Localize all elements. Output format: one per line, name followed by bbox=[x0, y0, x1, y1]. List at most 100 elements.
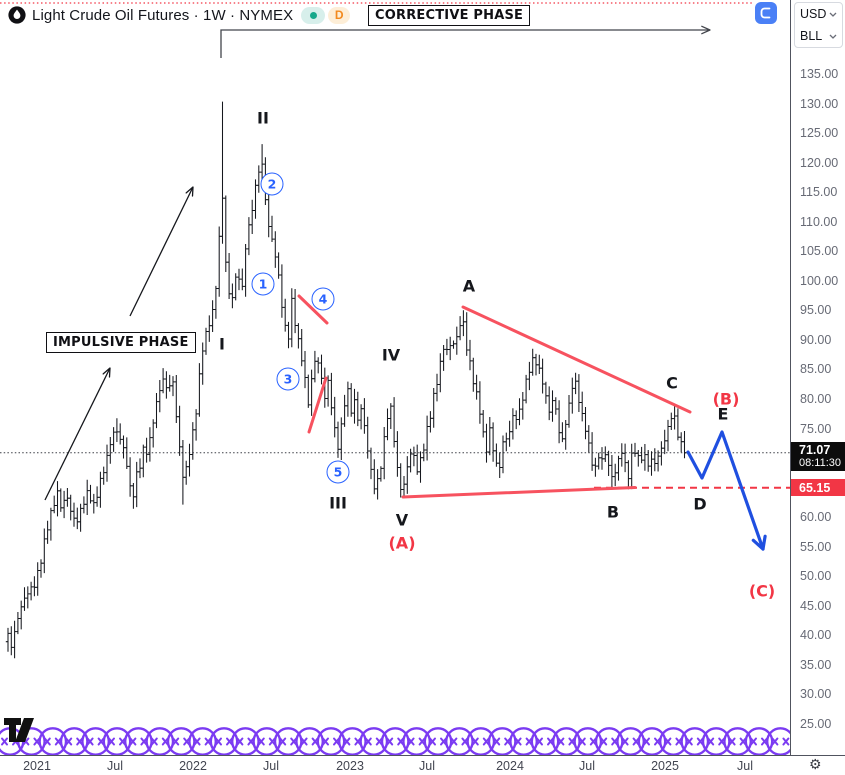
watermark-logo-icon bbox=[530, 727, 560, 755]
watermark-logo-icon bbox=[552, 727, 581, 755]
watermark-logo-icon bbox=[166, 727, 196, 755]
watermark-x-mark bbox=[322, 737, 329, 746]
wave-label-e[interactable]: E bbox=[717, 404, 729, 424]
time-tick-2025: 2025 bbox=[651, 759, 679, 773]
corrective-phase-label[interactable]: CORRECTIVE PHASE bbox=[368, 5, 531, 26]
unit-dropdown[interactable]: BLL bbox=[795, 25, 842, 47]
wave-label-v[interactable]: V bbox=[395, 510, 409, 530]
descending-trendline[interactable] bbox=[461, 305, 692, 414]
watermark-x-mark bbox=[279, 737, 287, 746]
watermark-logo-icon bbox=[701, 727, 731, 755]
watermark-x-mark bbox=[236, 737, 244, 746]
time-tick-jul: Jul bbox=[737, 759, 753, 773]
watermark-logo-icon bbox=[659, 727, 688, 755]
watermark-logo-icon bbox=[102, 727, 132, 755]
impulsive-phase-arrow[interactable] bbox=[44, 367, 111, 501]
alert-price-label[interactable]: 65.15 bbox=[791, 479, 845, 496]
status-dot-icon bbox=[309, 11, 317, 19]
watermark-x-mark bbox=[43, 737, 51, 746]
bar-countdown: 08:11:30 bbox=[799, 457, 842, 470]
arrowhead bbox=[751, 534, 767, 551]
time-tick-2022: 2022 bbox=[179, 759, 207, 773]
ohlc-bars-series bbox=[5, 101, 687, 659]
watermark-x-mark bbox=[685, 737, 693, 746]
watermark-logo-icon bbox=[59, 727, 89, 755]
circled-wave-1[interactable]: 1 bbox=[251, 272, 275, 296]
wave4-upper-trendline[interactable] bbox=[297, 294, 329, 325]
watermark-logo-icon bbox=[616, 727, 645, 755]
price-unit-selector: USD BLL bbox=[794, 2, 843, 48]
watermark-x-mark bbox=[471, 737, 479, 746]
watermark-logo-icon bbox=[359, 727, 389, 755]
indicator-d-badge[interactable]: D bbox=[328, 6, 351, 24]
wave-label-a-red[interactable]: (A) bbox=[388, 533, 416, 553]
last-price-value: 71.07 bbox=[799, 442, 831, 457]
wave-label-d[interactable]: D bbox=[693, 494, 707, 514]
ascending-trendline[interactable] bbox=[401, 486, 637, 499]
watermark-logo-icon bbox=[188, 727, 217, 755]
time-tick-2023: 2023 bbox=[336, 759, 364, 773]
symbol-title[interactable]: Light Crude Oil Futures · 1W · NYMEX bbox=[32, 6, 294, 24]
wave-label-b[interactable]: B bbox=[606, 502, 620, 522]
wave-label-ii[interactable]: II bbox=[257, 108, 269, 128]
price-tick-80: 80.00 bbox=[800, 392, 832, 406]
symbol-logo-oil-icon bbox=[8, 6, 26, 24]
wave-label-b-red[interactable]: (B) bbox=[712, 389, 740, 409]
wave-label-iv[interactable]: IV bbox=[381, 345, 401, 365]
price-tick-130: 130.00 bbox=[800, 96, 839, 111]
time-scale[interactable]: 2021 Jul 2022 Jul 2023 Jul 2024 Jul 2025 Jul bbox=[0, 755, 845, 775]
watermark-logo-icon bbox=[252, 727, 282, 755]
circled-wave-5[interactable]: 5 bbox=[326, 460, 350, 484]
time-tick-jul: Jul bbox=[579, 759, 595, 773]
arrowhead bbox=[102, 367, 111, 378]
watermark-x-mark bbox=[643, 737, 650, 746]
corrective-phase-arrow[interactable] bbox=[220, 29, 710, 58]
last-price-label[interactable]: 71.07 08:11:30 bbox=[791, 442, 845, 471]
watermark-logo-icon bbox=[81, 727, 110, 755]
circled-wave-2[interactable]: 2 bbox=[260, 172, 284, 196]
circled-wave-3[interactable]: 3 bbox=[276, 367, 300, 391]
wave-label-c[interactable]: C bbox=[666, 373, 678, 393]
impulsive-phase-arrow[interactable] bbox=[129, 186, 194, 317]
price-tick-85: 85.00 bbox=[800, 362, 832, 377]
watermark-logo-icon bbox=[487, 727, 517, 755]
price-scale[interactable]: USD BLL 135.00 130.00 125.00 120.00 115.00 11… bbox=[790, 0, 845, 775]
watermark-logo-icon bbox=[509, 727, 538, 755]
indicator-status-pill[interactable] bbox=[301, 6, 326, 24]
price-tick-120: 120.00 bbox=[800, 155, 839, 170]
price-chart-canvas[interactable] bbox=[0, 0, 790, 755]
watermark-x-mark bbox=[600, 737, 608, 746]
wave-label-i[interactable]: I bbox=[219, 334, 225, 354]
watermark-logo-icon bbox=[145, 727, 175, 755]
watermark-x-mark bbox=[215, 737, 222, 746]
watermark-x-mark bbox=[150, 737, 158, 746]
chart-legend: Light Crude Oil Futures · 1W · NYMEX D bbox=[8, 6, 351, 24]
wave-label-c-red[interactable]: (C) bbox=[748, 581, 776, 601]
currency-value: USD bbox=[800, 7, 827, 21]
price-tick-90: 90.00 bbox=[800, 332, 832, 347]
circled-wave-4[interactable]: 4 bbox=[311, 287, 335, 311]
impulsive-phase-label[interactable]: IMPULSIVE PHASE bbox=[46, 332, 196, 353]
wave-label-a[interactable]: A bbox=[462, 276, 476, 296]
price-tick-110: 110.00 bbox=[800, 214, 838, 229]
gear-icon[interactable]: ⚙ bbox=[809, 756, 822, 772]
currency-dropdown[interactable]: USD bbox=[795, 3, 842, 25]
watermark-x-mark bbox=[65, 737, 73, 746]
time-tick-jul: Jul bbox=[263, 759, 279, 773]
watermark-logo-icon bbox=[338, 727, 367, 755]
price-tick-105: 105.00 bbox=[800, 244, 839, 259]
watermark-logo-icon bbox=[380, 727, 410, 755]
watermark-logo-icon bbox=[423, 727, 453, 755]
watermark-x-mark bbox=[257, 737, 265, 746]
watermark-x-mark bbox=[1, 737, 8, 746]
price-tick-75: 75.00 bbox=[800, 421, 832, 436]
price-tick-135: 135.00 bbox=[800, 67, 839, 81]
wave-label-iii[interactable]: III bbox=[329, 493, 347, 513]
watermark-logo-icon bbox=[594, 727, 624, 755]
price-tick-25: 25.00 bbox=[800, 717, 832, 731]
alert-price-value: 65.15 bbox=[799, 480, 831, 495]
price-tick-95: 95.00 bbox=[800, 303, 832, 318]
projection-zigzag-line[interactable] bbox=[686, 430, 765, 551]
wave4-lower-trendline[interactable] bbox=[307, 376, 328, 434]
snapshot-button[interactable] bbox=[755, 2, 777, 24]
